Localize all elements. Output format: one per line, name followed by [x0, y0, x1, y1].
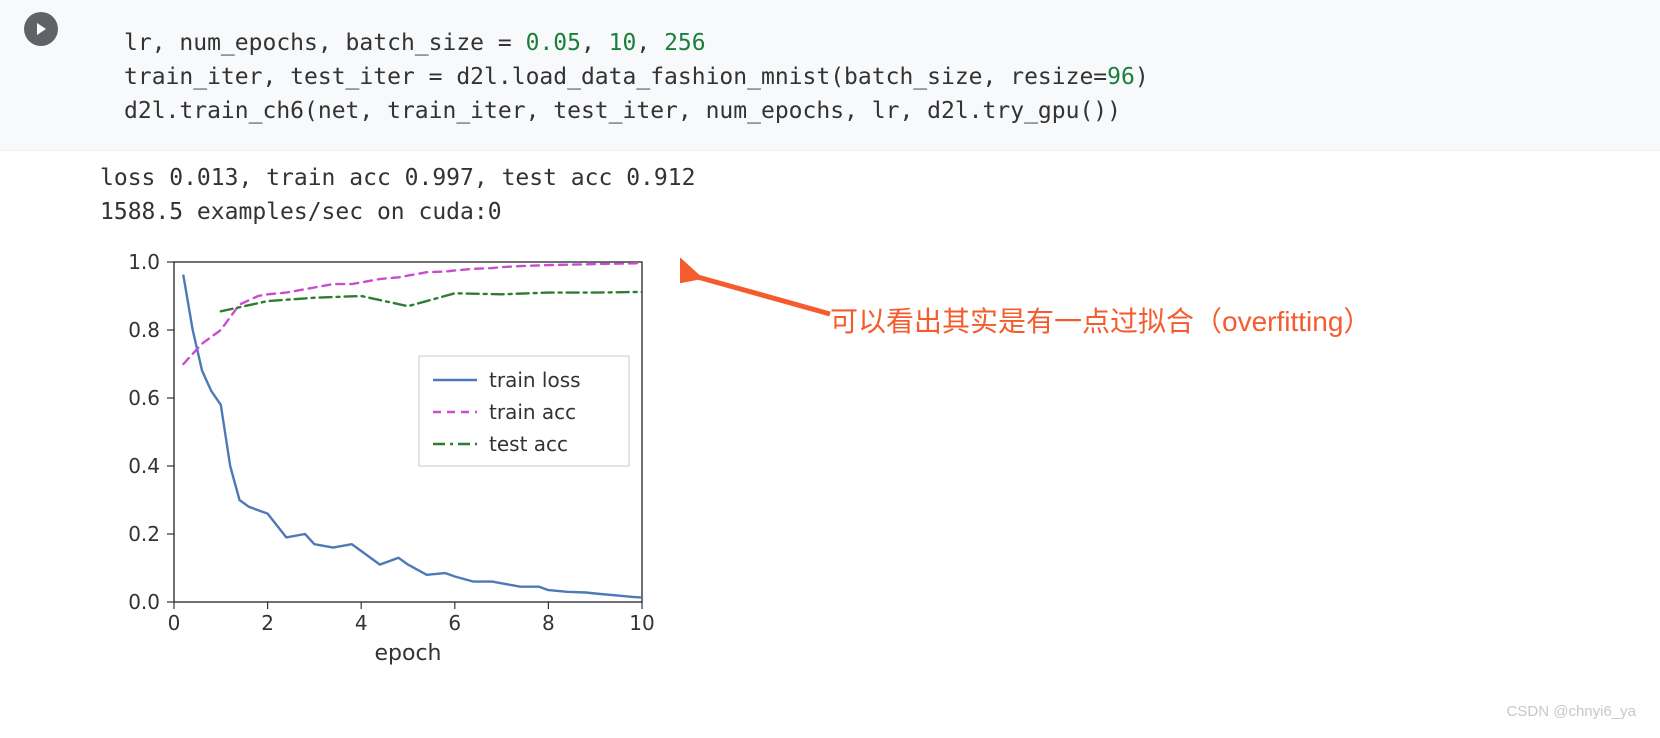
- code-line-3: d2l.train_ch6(net, train_iter, test_iter…: [124, 98, 1121, 124]
- watermark: CSDN @chnyi6_ya: [1507, 703, 1636, 720]
- cell-gutter: [0, 0, 104, 46]
- run-button[interactable]: [24, 12, 58, 46]
- svg-text:test acc: test acc: [489, 432, 568, 456]
- svg-text:6: 6: [448, 611, 461, 635]
- svg-text:0: 0: [168, 611, 181, 635]
- svg-text:train acc: train acc: [489, 400, 576, 424]
- svg-text:1.0: 1.0: [128, 250, 160, 274]
- svg-text:0.0: 0.0: [128, 590, 160, 614]
- svg-text:epoch: epoch: [375, 641, 442, 666]
- play-icon: [33, 21, 49, 37]
- training-chart: 0 2 4 6 8 10 0.0 0.2 0.4 0.6 0.8 1.0 epoch train loss…: [84, 244, 664, 674]
- svg-text:0.8: 0.8: [128, 318, 160, 342]
- svg-text:train loss: train loss: [489, 368, 581, 392]
- svg-text:0.2: 0.2: [128, 522, 160, 546]
- svg-text:8: 8: [542, 611, 555, 635]
- svg-text:0.4: 0.4: [128, 454, 160, 478]
- output-line-1: loss 0.013, train acc 0.997, test acc 0.…: [100, 165, 695, 191]
- annotation-arrow: [680, 258, 840, 328]
- code-line-2: train_iter, test_iter = d2l.load_data_fa…: [124, 64, 1149, 90]
- svg-text:2: 2: [261, 611, 274, 635]
- code-cell: lr, num_epochs, batch_size = 0.05, 10, 2…: [0, 0, 1660, 151]
- output-line-2: 1588.5 examples/sec on cuda:0: [100, 199, 502, 225]
- code-block: lr, num_epochs, batch_size = 0.05, 10, 2…: [104, 0, 1169, 150]
- annotation-text: 可以看出其实是有一点过拟合（overfitting）: [830, 300, 1371, 340]
- svg-text:4: 4: [355, 611, 368, 635]
- output-text: loss 0.013, train acc 0.997, test acc 0.…: [0, 151, 1660, 229]
- code-line-1: lr, num_epochs, batch_size = 0.05, 10, 2…: [124, 30, 706, 56]
- svg-text:10: 10: [629, 611, 654, 635]
- svg-text:0.6: 0.6: [128, 386, 160, 410]
